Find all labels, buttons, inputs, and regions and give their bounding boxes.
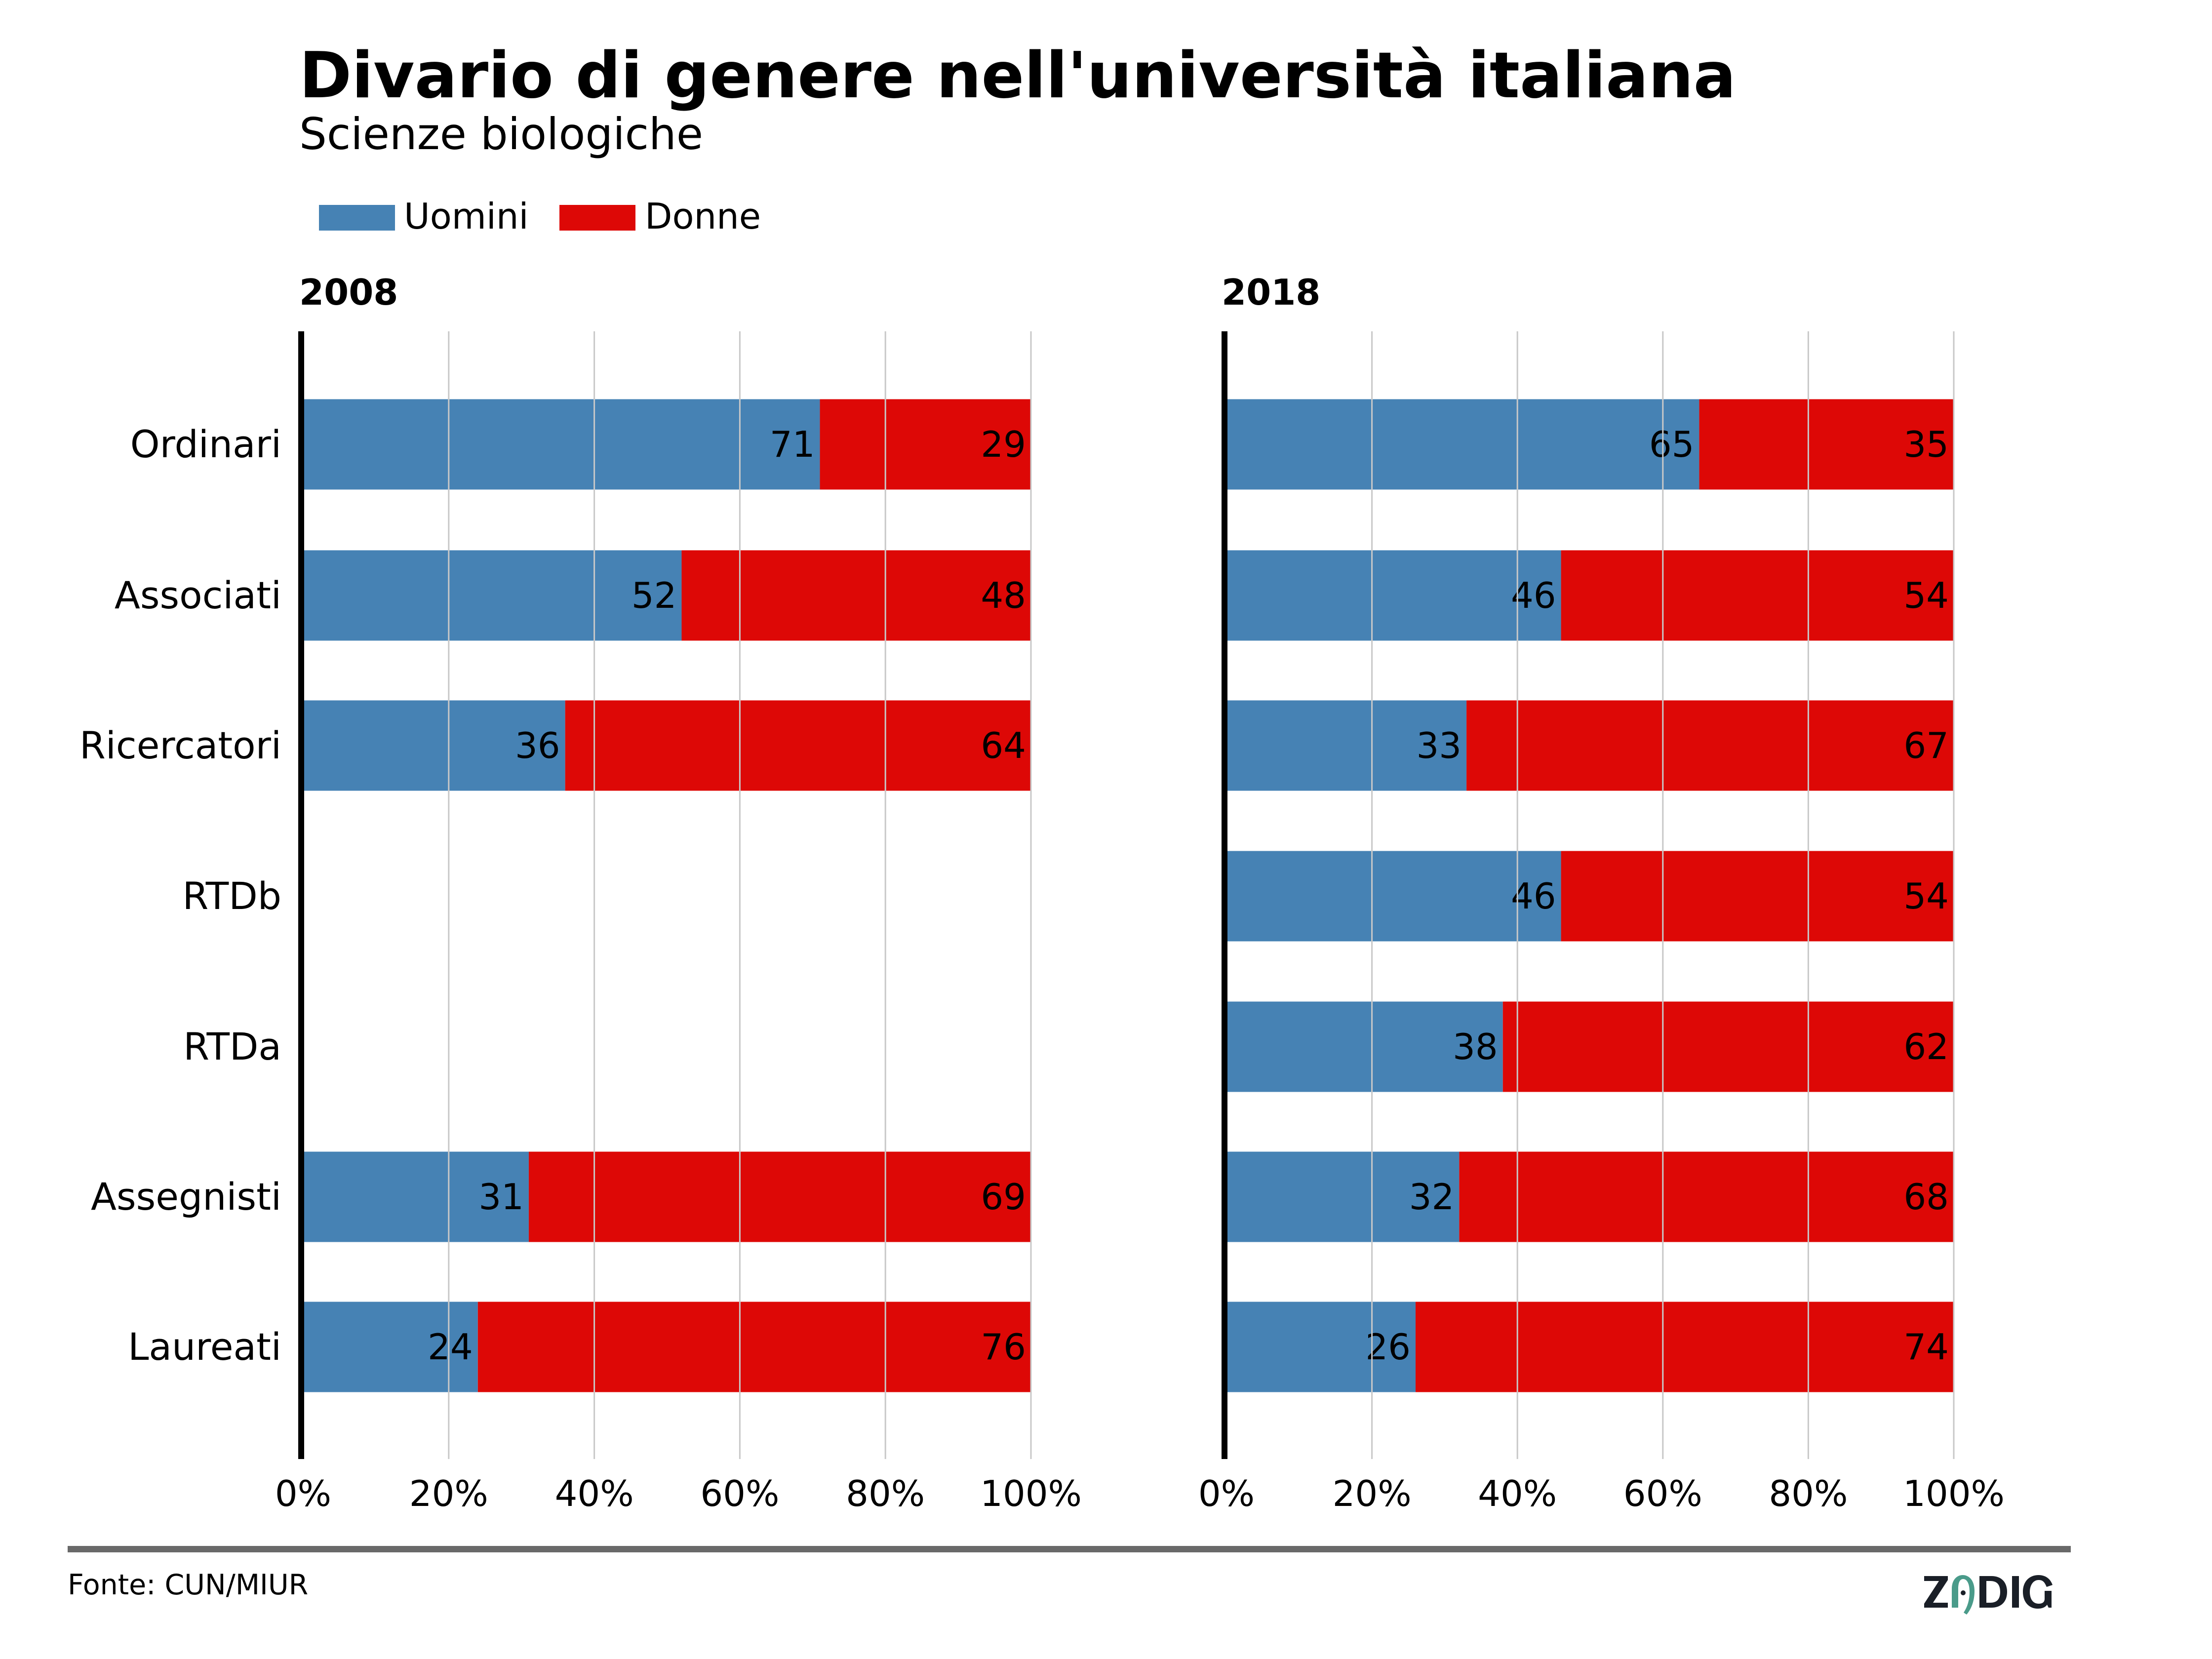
panel-title-2018: 2018	[1222, 272, 1321, 313]
data-label-2008-uomini-ordinari: 71	[770, 424, 815, 465]
data-label-2018-donne-laureati: 74	[1903, 1326, 1949, 1368]
source-note: Fonte: CUN/MIUR	[68, 1569, 309, 1601]
data-label-2008-uomini-ricercatori: 36	[515, 725, 560, 766]
data-label-2018-donne-rtda: 62	[1903, 1026, 1949, 1067]
data-label-2018-uomini-associati: 46	[1511, 575, 1556, 616]
bar-2018-uomini-assegnisti	[1226, 1151, 1460, 1242]
bar-2008-donne-ricercatori	[565, 700, 1031, 791]
bar-2008-donne-assegnisti	[528, 1151, 1031, 1242]
bar-2018-uomini-ordinari	[1226, 399, 1699, 490]
bar-2018-donne-rtdb	[1561, 851, 1954, 942]
bar-2018-uomini-associati	[1226, 550, 1561, 641]
legend-swatch-donne	[559, 205, 635, 231]
data-label-2018-donne-assegnisti: 68	[1903, 1176, 1949, 1218]
bar-2008-uomini-ricercatori	[303, 700, 565, 791]
panel-title-2008: 2008	[299, 272, 398, 313]
bar-2008-uomini-assegnisti	[303, 1151, 529, 1242]
data-label-2008-donne-ricercatori: 64	[981, 725, 1026, 766]
footer-divider	[68, 1546, 2071, 1552]
data-label-2018-donne-rtdb: 54	[1903, 875, 1949, 917]
x-tick-label-2008-4: 80%	[846, 1473, 925, 1514]
data-label-2018-donne-ricercatori: 67	[1903, 725, 1949, 766]
x-tick-label-2018-4: 80%	[1769, 1473, 1848, 1514]
data-label-2008-donne-assegnisti: 69	[981, 1176, 1026, 1218]
x-tick-label-2018-2: 40%	[1478, 1473, 1557, 1514]
bar-2018-uomini-rtda	[1226, 1001, 1503, 1092]
legend-label-donne: Donne	[645, 196, 761, 237]
y-tick-label-assegnisti: Assegnisti	[91, 1175, 281, 1219]
y-tick-label-ordinari: Ordinari	[130, 422, 281, 466]
y-tick-label-associati: Associati	[115, 573, 281, 617]
y-tick-label-rtdb: RTDb	[183, 874, 281, 918]
bar-2018-donne-ricercatori	[1466, 700, 1954, 791]
data-label-2008-uomini-laureati: 24	[428, 1326, 473, 1368]
bar-2018-uomini-rtdb	[1226, 851, 1561, 942]
logo-letters-dig	[1979, 1575, 2053, 1609]
x-tick-label-2008-3: 60%	[700, 1473, 779, 1514]
data-label-2018-donne-associati: 54	[1903, 575, 1949, 616]
zadig-logo	[1924, 1575, 2053, 1615]
data-label-2018-uomini-ordinari: 65	[1649, 424, 1695, 465]
bar-2018-donne-laureati	[1415, 1302, 1954, 1392]
x-tick-label-2008-2: 40%	[555, 1473, 634, 1514]
data-label-2008-donne-laureati: 76	[981, 1326, 1026, 1368]
data-label-2018-uomini-ricercatori: 33	[1416, 725, 1462, 766]
data-label-2018-uomini-rtda: 38	[1453, 1026, 1498, 1067]
bar-2008-donne-ordinari	[820, 399, 1031, 490]
data-label-2018-uomini-laureati: 26	[1365, 1326, 1411, 1368]
logo-letter-z	[1924, 1576, 1948, 1608]
data-label-2008-uomini-assegnisti: 31	[478, 1176, 524, 1218]
bar-2008-donne-laureati	[477, 1302, 1031, 1392]
bar-2008-uomini-associati	[303, 550, 682, 641]
bar-2018-uomini-laureati	[1226, 1302, 1416, 1392]
bar-2008-donne-associati	[681, 550, 1031, 641]
x-tick-label-2008-1: 20%	[409, 1473, 488, 1514]
x-tick-label-2008-5: 100%	[980, 1473, 1082, 1514]
y-tick-label-laureati: Laureati	[128, 1325, 281, 1369]
x-tick-label-2018-1: 20%	[1333, 1473, 1412, 1514]
data-label-2008-donne-ordinari: 29	[981, 424, 1026, 465]
y-tick-label-ricercatori: Ricercatori	[79, 723, 281, 767]
chart-title: Divario di genere nell'università italia…	[299, 39, 1736, 113]
bar-2018-donne-rtda	[1502, 1001, 1954, 1092]
data-label-2018-uomini-assegnisti: 32	[1409, 1176, 1455, 1218]
data-label-2018-donne-ordinari: 35	[1903, 424, 1949, 465]
bar-2008-uomini-ordinari	[303, 399, 820, 490]
bar-2018-donne-assegnisti	[1459, 1151, 1954, 1242]
data-label-2018-uomini-rtdb: 46	[1511, 875, 1556, 917]
legend-swatch-uomini	[319, 205, 395, 231]
x-tick-label-2018-5: 100%	[1903, 1473, 2005, 1514]
x-tick-label-2018-3: 60%	[1623, 1473, 1702, 1514]
chart-subtitle: Scienze biologiche	[299, 109, 703, 159]
x-tick-label-2018-0: 0%	[1198, 1473, 1255, 1514]
bar-2018-donne-associati	[1561, 550, 1954, 641]
bar-2018-donne-ordinari	[1699, 399, 1954, 490]
bar-2018-uomini-ricercatori	[1226, 700, 1467, 791]
y-tick-label-rtda: RTDa	[183, 1025, 281, 1068]
logo-letter-a-icon	[1952, 1575, 1975, 1615]
x-tick-label-2008-0: 0%	[275, 1473, 331, 1514]
data-label-2008-uomini-associati: 52	[632, 575, 677, 616]
data-label-2008-donne-associati: 48	[981, 575, 1026, 616]
legend-label-uomini: Uomini	[404, 196, 529, 237]
